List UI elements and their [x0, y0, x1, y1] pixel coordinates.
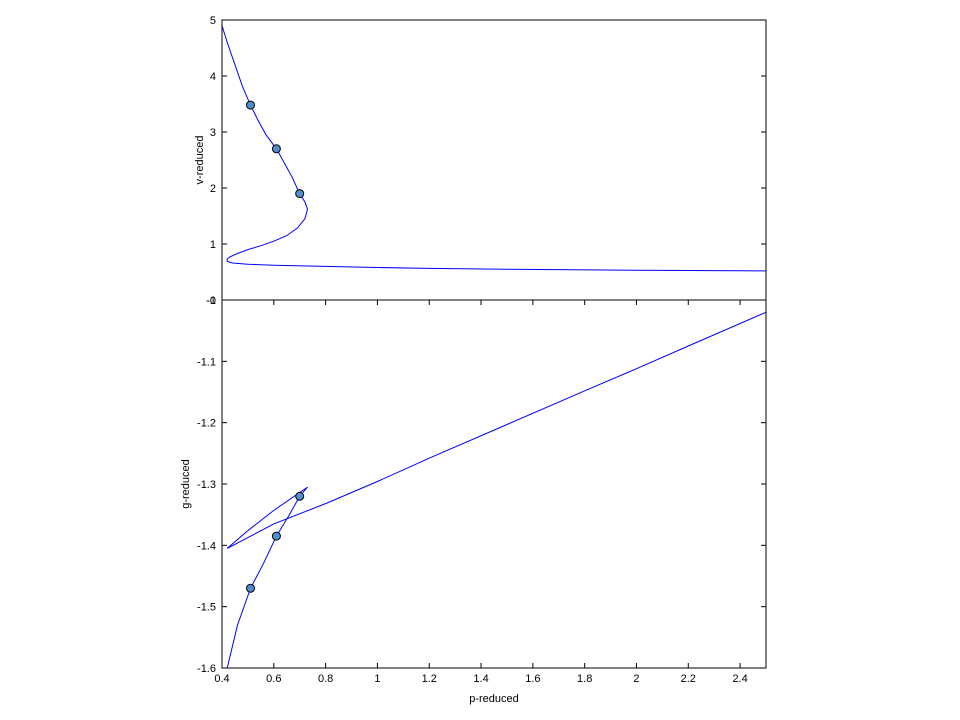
bottom-y-tick-label-2: -1.2	[197, 418, 216, 430]
top-y-tick-label-5: 5	[210, 15, 216, 27]
bottom-y-tick-label-4: -1.4	[197, 540, 216, 552]
bottom-x-tick-label-3: 1	[374, 673, 380, 685]
bottom-y-tick-label-3: -1.3	[197, 479, 216, 491]
bottom-x-tick-label-4: 1.2	[422, 673, 437, 685]
bottom-data-point-0	[246, 583, 255, 593]
top-data-point-0	[246, 100, 255, 110]
bottom-x-tick-label-9: 2.2	[681, 673, 696, 685]
bottom-data-point-1	[271, 531, 281, 541]
g-reduced-curves	[226, 311, 767, 669]
bottom-x-tick-label-6: 1.6	[525, 673, 540, 685]
bottom-x-ticks: 0.4 0.6 0.8 1 1.2 1.4 1.6 1.8 2 2.2 2.4	[214, 300, 748, 685]
top-y-tick-label-1: 1	[210, 239, 216, 251]
g-reduced-plot: -1 -1.1 -1.2 -1.3 -1.4 -1.5 -1.6 0.4 0.6 0.8 1 1.2…	[180, 295, 767, 705]
top-y-tick-label-0: -0	[206, 295, 216, 307]
top-y-tick-label-2: 2	[210, 183, 216, 195]
bottom-series-line-0	[226, 311, 767, 669]
top-y-tick-label-3: 3	[210, 127, 216, 139]
bottom-y-ticks: -1 -1.1 -1.2 -1.3 -1.4 -1.5 -1.6	[197, 295, 766, 675]
x-axis-label: p-reduced	[469, 693, 519, 705]
top-y-tick-label-4: 4	[210, 71, 216, 83]
bottom-y-tick-label-1: -1.1	[197, 356, 216, 368]
bottom-x-tick-label-5: 1.4	[473, 673, 488, 685]
top-data-point-1	[271, 144, 281, 154]
top-series-line-0	[221, 25, 767, 272]
bottom-x-tick-label-1: 0.6	[266, 673, 281, 685]
bottom-axes-box	[221, 299, 767, 669]
bottom-x-tick-label-10: 2.4	[732, 673, 747, 685]
bottom-x-tick-label-7: 1.8	[577, 673, 592, 685]
v-reduced-curves	[221, 25, 767, 272]
bottom-y-tick-label-6: -1.6	[197, 663, 216, 675]
v-reduced-markers	[246, 100, 305, 199]
top-axes-box	[221, 19, 767, 301]
bottom-data-point-2	[295, 491, 305, 501]
y-axis-label-top: v-reduced	[194, 136, 206, 185]
top-data-point-2	[295, 189, 305, 199]
bottom-x-tick-label-0: 0.4	[214, 673, 229, 685]
bottom-x-tick-label-8: 2	[633, 673, 639, 685]
top-y-ticks: -0 1 2 3 4 5	[206, 15, 766, 307]
y-axis-label-bottom: g-reduced	[180, 459, 192, 509]
bottom-y-tick-label-5: -1.5	[197, 602, 216, 614]
bottom-y-tick-label-0: -1	[206, 295, 216, 307]
g-reduced-markers	[246, 491, 305, 593]
v-reduced-plot: -0 1 2 3 4 5 v-reduced	[194, 15, 767, 307]
bottom-x-tick-label-2: 0.8	[318, 673, 333, 685]
